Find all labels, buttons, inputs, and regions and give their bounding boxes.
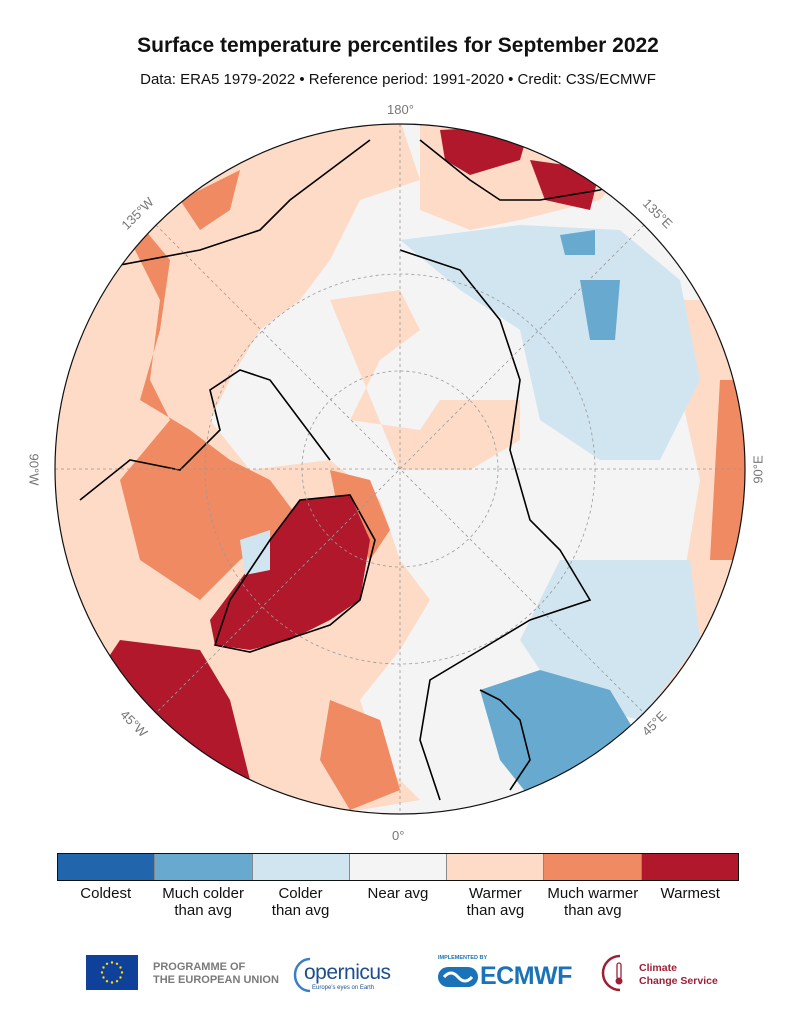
ecmwf-implemented-by: IMPLEMENTED BY	[438, 955, 488, 961]
graticule	[55, 124, 745, 814]
warmer-region-arctic	[330, 290, 520, 470]
footer-logos: PROGRAMME OF THE EUROPEAN UNION opernicus…	[0, 954, 796, 995]
c3s-line: Climate	[639, 962, 677, 974]
much-warmer-region-northwest	[180, 170, 240, 230]
eu-programme-text: PROGRAMME OF THE EUROPEAN UNION	[153, 961, 279, 987]
legend-swatch-near-avg	[349, 854, 448, 880]
legend-label-line: than avg	[466, 902, 525, 919]
legend-label-line: Much warmer	[547, 885, 639, 902]
copernicus-logo: opernicus	[304, 961, 391, 984]
legend-label-line: Warmer	[469, 885, 522, 902]
legend-label-line: Colder	[278, 885, 323, 902]
legend-label-much-colder: Much colder than avg	[154, 885, 251, 919]
colder-region-siberia	[400, 225, 700, 460]
color-legend	[57, 853, 739, 881]
ecmwf-wave-icon	[438, 967, 478, 987]
legend-label-line: Much colder	[162, 885, 244, 902]
legend-labels: Coldest Much colder than avg Colder than a…	[57, 885, 739, 919]
colder-region-greenland-interior	[240, 530, 270, 575]
ecmwf-logo: ECMWF	[480, 962, 572, 990]
legend-label-colder: Colder than avg	[252, 885, 349, 919]
page-subtitle: Data: ERA5 1979-2022 • Reference period:…	[140, 71, 656, 88]
legend-swatch-much-warmer	[544, 854, 642, 880]
legend-swatch-warmest	[641, 854, 738, 880]
coastlines	[79, 139, 641, 801]
lon-label-90e: 90°E	[750, 455, 766, 484]
much-warmer-region-south	[320, 700, 400, 810]
warmest-region-greenland	[210, 495, 370, 650]
legend-label-warmer: Warmer than avg	[447, 885, 544, 919]
legend-label-much-warmer: Much warmer than avg	[544, 885, 641, 919]
copernicus-tagline: Europe's eyes on Earth	[312, 985, 375, 991]
much-colder-region-siberia	[580, 280, 620, 340]
eu-line: PROGRAMME OF	[153, 961, 246, 973]
legend-swatch-much-colder	[155, 854, 253, 880]
lon-label-0: 0°	[392, 828, 405, 843]
page-title: Surface temperature percentiles for Sept…	[137, 34, 659, 57]
c3s-line: Change Service	[639, 975, 718, 987]
polar-map	[54, 123, 746, 815]
lon-label-180: 180°	[387, 102, 414, 117]
legend-label-line: than avg	[564, 902, 622, 919]
copernicus-c-icon	[293, 957, 311, 993]
much-warmer-region-east	[710, 380, 745, 560]
legend-swatch-coldest	[58, 854, 156, 880]
eu-stars-icon	[100, 961, 124, 984]
map-boundary	[54, 123, 746, 815]
eu-flag-logo	[86, 955, 138, 990]
legend-swatch-colder	[252, 854, 350, 880]
much-colder-region-far-east	[560, 230, 595, 255]
c3s-logo-text: Climate Change Service	[639, 962, 718, 988]
legend-swatch-warmer	[447, 854, 545, 880]
much-warmer-region-greenland-sea	[330, 470, 390, 560]
legend-label-coldest: Coldest	[80, 885, 132, 902]
c3s-thermometer-icon	[601, 954, 623, 992]
legend-label-near-avg: Near avg	[367, 885, 429, 902]
much-warmer-region-west	[55, 200, 300, 600]
legend-label-line: than avg	[174, 902, 232, 919]
legend-label-warmest: Warmest	[660, 885, 720, 902]
legend-label-line: than avg	[271, 902, 330, 919]
eu-line: THE EUROPEAN UNION	[153, 974, 279, 986]
lon-label-90w: 90°W	[26, 453, 42, 486]
